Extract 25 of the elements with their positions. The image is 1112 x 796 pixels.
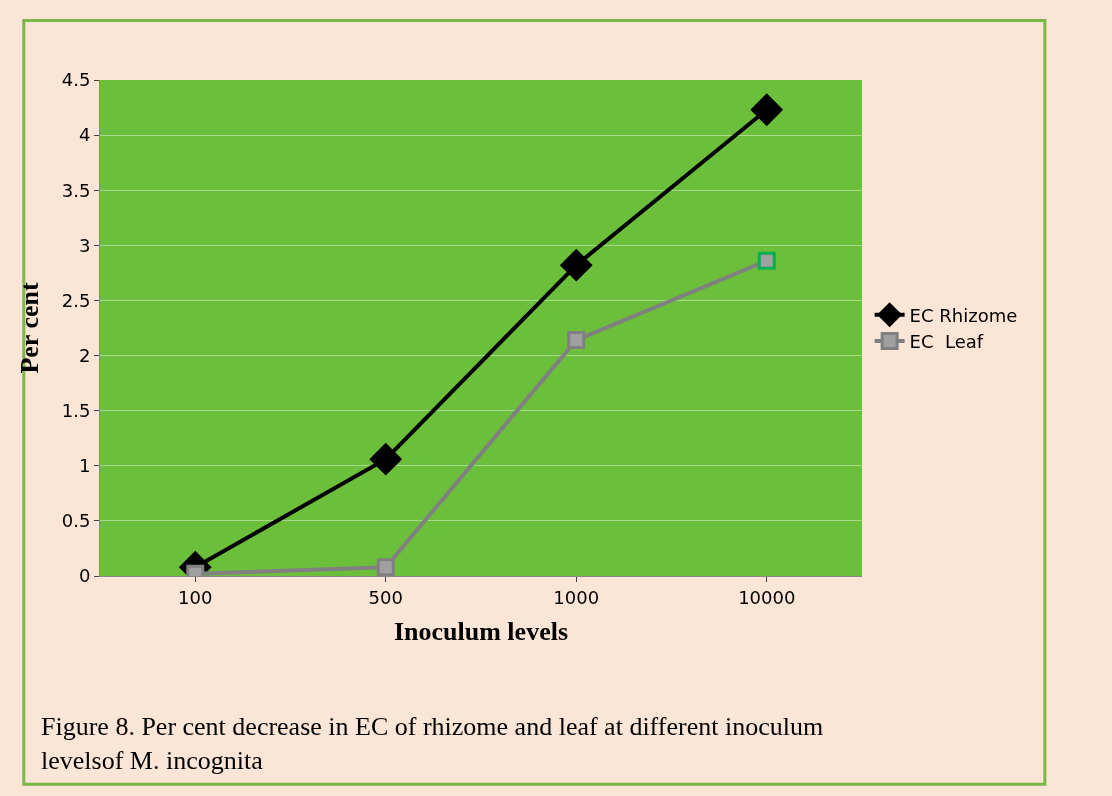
x-tick-label: 500 — [368, 586, 403, 608]
legend-label: EC Rhizome — [909, 304, 1018, 326]
y-tick-label: 1 — [78, 455, 91, 477]
x-axis-title: Inoculum levels — [393, 617, 569, 647]
caption: Figure 8. Per cent decrease in EC of rhizome and leaf at different inoculum levelsof M. incognita — [41, 712, 824, 775]
y-tick-label: 4 — [78, 124, 91, 146]
point — [750, 93, 783, 126]
x-tick-label: 1000 — [553, 586, 600, 608]
point — [567, 331, 586, 350]
y-tick-label: 1.5 — [61, 399, 91, 421]
point — [757, 251, 776, 270]
y-tick-label: 2 — [78, 344, 91, 366]
point — [560, 249, 593, 281]
y-tick-label: 3.5 — [61, 179, 91, 201]
y-axis-title: Per cent — [15, 282, 45, 374]
point — [376, 558, 395, 576]
y-tick-label: 0 — [78, 565, 91, 587]
point — [369, 443, 402, 475]
x-tick-label: 10000 — [738, 586, 796, 608]
y-tick-label: 3 — [78, 234, 91, 256]
x-tick-label: 100 — [178, 586, 213, 608]
y-tick-label: 0.5 — [61, 510, 91, 532]
y-tick-label: 4.5 — [61, 69, 91, 91]
y-tick-label: 2.5 — [61, 289, 91, 311]
legend-label: EC Leaf — [909, 331, 984, 353]
